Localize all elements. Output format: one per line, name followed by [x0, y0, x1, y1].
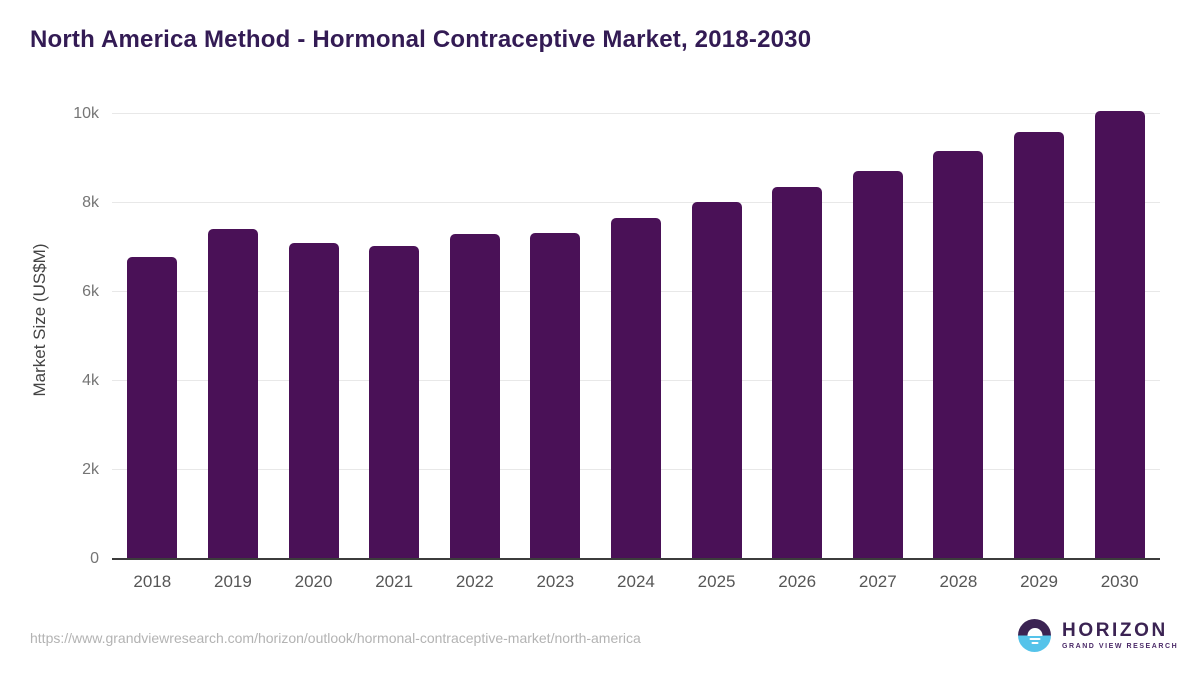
y-axis-tick-labels: 0 2k 4k 6k 8k 10k	[0, 105, 99, 567]
x-tick-label-2020: 2020	[294, 572, 333, 591]
bar-slot-2020	[273, 114, 354, 559]
x-tick-label-2024: 2024	[617, 572, 655, 591]
bar-slot-2021	[354, 114, 435, 559]
x-axis-line	[112, 558, 1160, 560]
bars-row	[112, 110, 1160, 559]
bar-2025	[691, 202, 742, 559]
x-tick-label-2025: 2025	[697, 572, 736, 591]
source-url: https://www.grandviewresearch.com/horizo…	[30, 630, 641, 646]
bar-slot-2028	[918, 114, 999, 559]
x-tick-label-2028: 2028	[939, 572, 978, 591]
bar-slot-2025	[676, 114, 757, 559]
horizon-sun-icon	[1018, 619, 1051, 652]
sun-reflection-line	[1031, 641, 1038, 644]
x-tick-label-2021: 2021	[375, 572, 414, 591]
y-tick-label-4k: 4k	[82, 372, 99, 389]
bar-2026	[772, 187, 823, 559]
logo-sub-brand: GRAND VIEW RESEARCH	[1062, 643, 1179, 650]
bar-slot-2023	[515, 114, 596, 559]
x-axis-tick-labels: 2018 2019 2020 2021 2022 2023 2024 2025 2026 2027…	[112, 572, 1160, 592]
gridline-10k	[112, 113, 1160, 114]
y-tick-label-0: 0	[90, 550, 99, 567]
x-tick-label-2030: 2030	[1100, 572, 1139, 591]
logo-brand-name: HORIZON	[1062, 620, 1168, 641]
sun-reflection-line	[1029, 637, 1040, 640]
bar-slot-2026	[757, 114, 838, 559]
plot-area	[112, 110, 1160, 559]
bar-slot-2030	[1079, 110, 1160, 559]
bar-slot-2018	[112, 114, 193, 559]
bar-2027	[852, 170, 903, 559]
bar-slot-2024	[596, 114, 677, 559]
y-tick-label-2k: 2k	[82, 461, 99, 478]
x-tick-label-2019: 2019	[214, 572, 252, 591]
bar-2021	[369, 246, 420, 559]
x-tick-label-2023: 2023	[536, 572, 575, 591]
chart-title: North America Method - Hormonal Contrace…	[30, 26, 812, 53]
bar-2018	[127, 256, 178, 559]
sun-icon	[1027, 627, 1042, 636]
logo-text: HORIZON GRAND VIEW RESEARCH	[1062, 621, 1178, 650]
x-tick-label-2029: 2029	[1020, 572, 1058, 591]
y-tick-label-10k: 10k	[73, 105, 99, 122]
bar-slot-2019	[193, 114, 274, 559]
x-tick-label-2022: 2022	[455, 572, 494, 591]
horizon-logo: HORIZON GRAND VIEW RESEARCH	[1018, 619, 1178, 652]
bar-2019	[207, 228, 258, 559]
bar-2022	[449, 234, 500, 559]
y-tick-label-6k: 6k	[82, 283, 99, 300]
gridline-8k	[112, 202, 1160, 203]
bar-2023	[530, 232, 581, 559]
bar-2030	[1094, 110, 1145, 559]
x-tick-label-2027: 2027	[858, 572, 897, 591]
bar-2024	[610, 218, 661, 559]
bar-slot-2027	[837, 114, 918, 559]
bar-2028	[933, 150, 984, 559]
bar-slot-2022	[434, 114, 515, 559]
x-tick-label-2018: 2018	[133, 572, 172, 591]
y-tick-label-8k: 8k	[82, 194, 99, 211]
bar-slot-2029	[999, 114, 1080, 559]
bar-2020	[288, 243, 339, 559]
x-tick-label-2026: 2026	[778, 572, 817, 591]
bar-2029	[1014, 131, 1064, 559]
